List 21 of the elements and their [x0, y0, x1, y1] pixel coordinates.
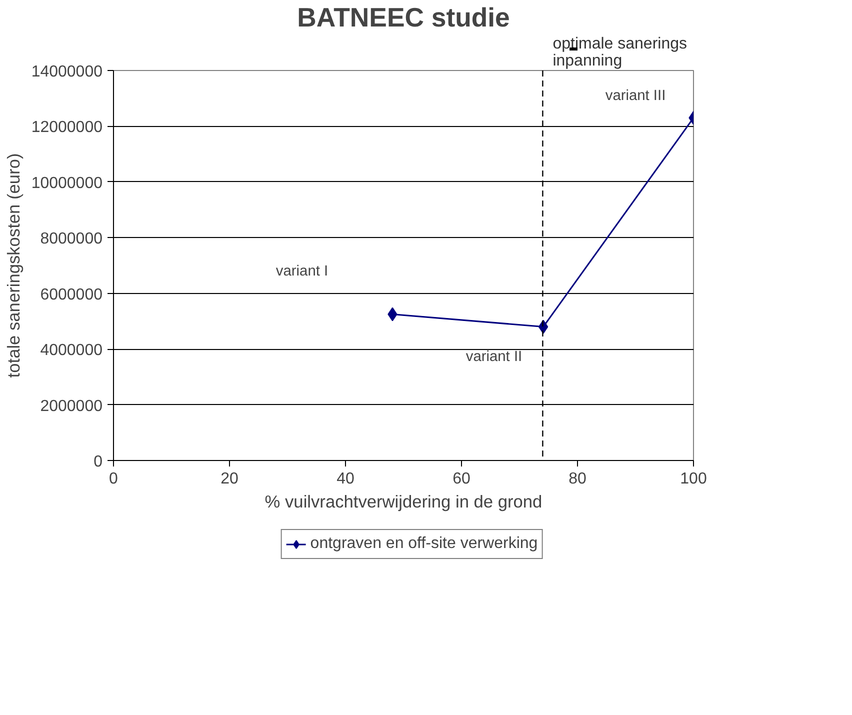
x-tick-label: 40: [336, 470, 354, 488]
chart-title: BATNEEC studie: [297, 2, 510, 32]
x-tick-label: 60: [452, 470, 470, 488]
y-tick-label: 2000000: [40, 398, 103, 415]
annotation: variant II: [466, 349, 522, 366]
annotation: variant I: [276, 263, 328, 280]
y-tick-label: 8000000: [40, 230, 103, 248]
y-tick-label: 10000000: [31, 174, 103, 192]
y-tick-label: 6000000: [40, 286, 103, 304]
y-tick-label: 0: [94, 454, 103, 470]
x-tick-label: 0: [109, 470, 118, 488]
y-tick-label: 14000000: [31, 64, 103, 80]
x-tick-label: 80: [568, 470, 586, 488]
y-tick-label: 4000000: [40, 342, 103, 360]
x-tick-label: 100: [680, 470, 707, 488]
y-tick-label: 12000000: [31, 119, 103, 136]
x-axis-title: % vuilvrachtverwijdering in de grond: [264, 492, 542, 512]
legend-label: ontgraven en off-site verwerking: [310, 535, 538, 553]
y-axis-title: totale saneringskosten (euro): [3, 153, 24, 378]
annotation: variant III: [605, 88, 666, 104]
x-tick-label: 20: [220, 470, 238, 488]
